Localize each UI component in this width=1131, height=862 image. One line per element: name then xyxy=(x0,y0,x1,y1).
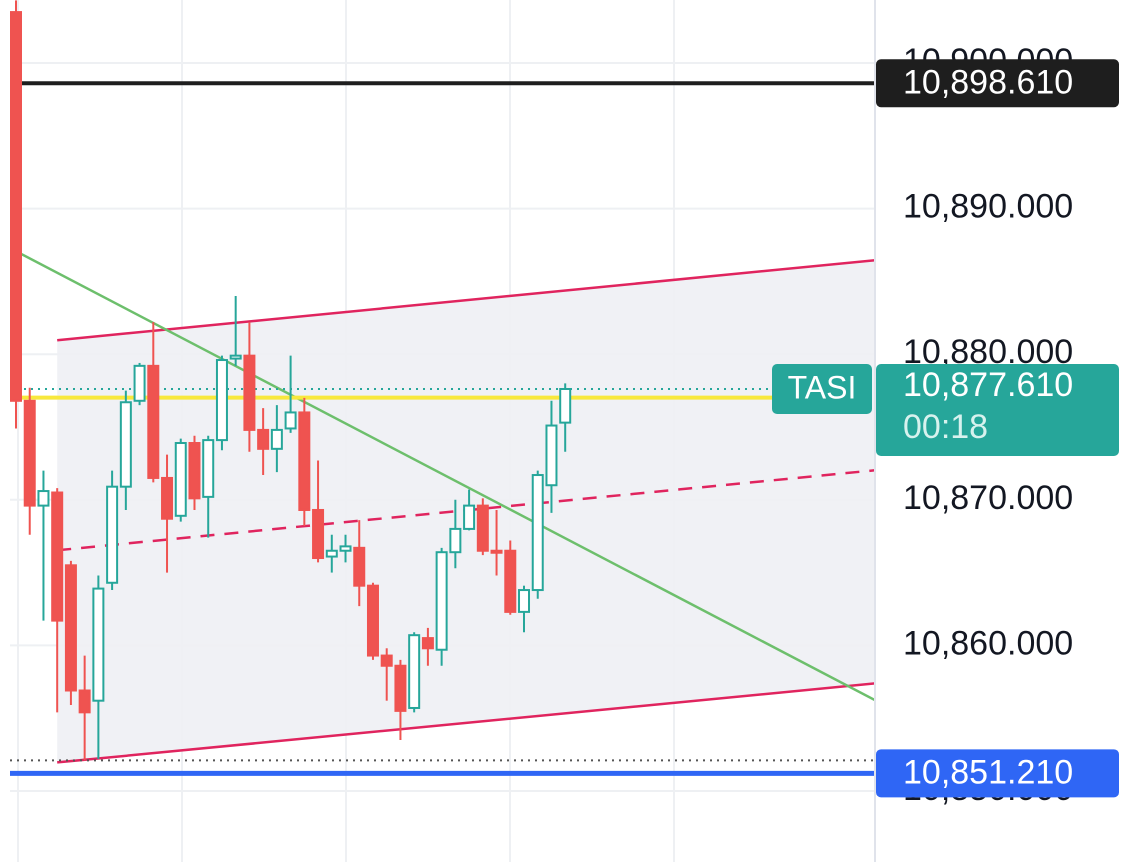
candle-body xyxy=(504,549,517,613)
candle-body xyxy=(408,634,421,709)
y-tick-label: 10,860.000 xyxy=(903,624,1073,662)
channel-upper xyxy=(57,258,875,342)
candle-body xyxy=(161,476,174,520)
candle-body xyxy=(119,401,132,488)
countdown-label: 00:18 xyxy=(903,408,988,446)
candle-body xyxy=(312,508,325,560)
candle-body xyxy=(421,637,434,650)
candle-body xyxy=(490,549,503,554)
candle-body xyxy=(270,428,283,450)
symbol-badge xyxy=(772,363,872,414)
candle-body xyxy=(147,364,160,479)
level-label: 10,898.610 xyxy=(903,63,1073,101)
candle-body xyxy=(188,442,201,500)
level-badge xyxy=(876,59,1119,108)
candle-body xyxy=(380,654,393,667)
candle-body xyxy=(545,424,558,487)
candle-body xyxy=(10,11,22,402)
y-tick-label: 10,890.000 xyxy=(903,188,1073,226)
candle-body xyxy=(215,359,228,442)
candle-body xyxy=(23,399,36,507)
candle-body xyxy=(243,354,256,431)
symbol-label: TASI xyxy=(788,369,857,405)
candle-body xyxy=(559,387,572,424)
candle-body xyxy=(257,428,270,450)
candle-body xyxy=(339,545,352,552)
plot-area xyxy=(10,0,875,862)
candle-body xyxy=(366,584,379,657)
candle-body xyxy=(298,411,311,511)
last-price-badge xyxy=(876,363,1119,456)
candle-body xyxy=(394,664,407,712)
candle-body xyxy=(531,474,544,592)
candle-body xyxy=(64,564,77,692)
candle-body xyxy=(37,490,50,507)
candle-body xyxy=(133,364,146,402)
candle-body xyxy=(449,527,462,554)
last-price-label: 10,877.610 xyxy=(903,366,1073,404)
y-tick-label: 10,870.000 xyxy=(903,479,1073,517)
level-label: 10,851.210 xyxy=(903,753,1073,791)
candle-body xyxy=(51,491,64,622)
level-badge xyxy=(876,749,1119,798)
candle-body xyxy=(92,587,105,702)
candle-body xyxy=(476,504,489,552)
candle-body xyxy=(106,485,119,584)
candle-body xyxy=(435,551,448,651)
candle-body xyxy=(325,549,338,558)
candle-body xyxy=(229,354,242,360)
candle-body xyxy=(353,546,366,587)
channel-lower xyxy=(57,682,875,764)
candle-body xyxy=(174,442,187,517)
candle-body xyxy=(463,504,476,530)
candle-body xyxy=(284,411,297,430)
candle-body xyxy=(78,689,91,714)
candle-body xyxy=(202,439,215,498)
candle-body xyxy=(518,589,531,613)
